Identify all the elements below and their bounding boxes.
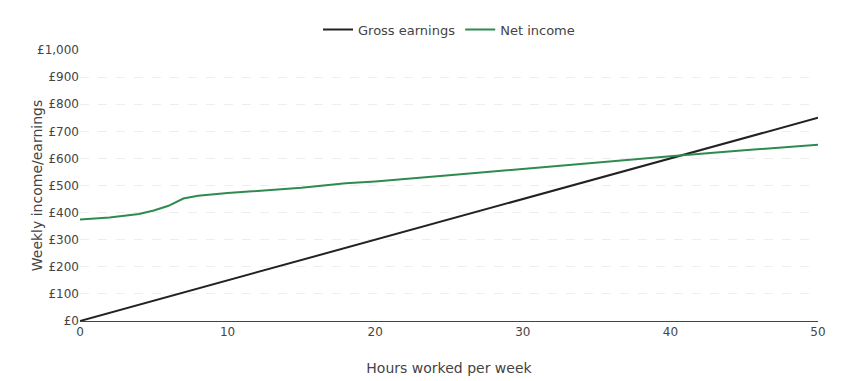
svg-text:£1,000: £1,000 <box>37 43 79 57</box>
svg-text:£600: £600 <box>48 152 79 166</box>
svg-text:20: 20 <box>368 325 383 339</box>
svg-text:30: 30 <box>515 325 530 339</box>
svg-text:Gross earnings: Gross earnings <box>358 23 455 38</box>
svg-text:Net income: Net income <box>500 23 575 38</box>
svg-text:£0: £0 <box>64 314 79 328</box>
svg-text:£100: £100 <box>48 287 79 301</box>
svg-text:Hours worked per week: Hours worked per week <box>366 360 532 376</box>
svg-text:£500: £500 <box>48 179 79 193</box>
svg-text:£400: £400 <box>48 206 79 220</box>
svg-text:£800: £800 <box>48 97 79 111</box>
svg-text:50: 50 <box>810 325 825 339</box>
svg-text:10: 10 <box>220 325 235 339</box>
svg-text:£200: £200 <box>48 260 79 274</box>
svg-text:Weekly income/earnings: Weekly income/earnings <box>29 100 45 272</box>
svg-text:£700: £700 <box>48 125 79 139</box>
svg-text:40: 40 <box>663 325 678 339</box>
svg-text:0: 0 <box>76 325 84 339</box>
svg-text:£900: £900 <box>48 70 79 84</box>
svg-text:£300: £300 <box>48 233 79 247</box>
